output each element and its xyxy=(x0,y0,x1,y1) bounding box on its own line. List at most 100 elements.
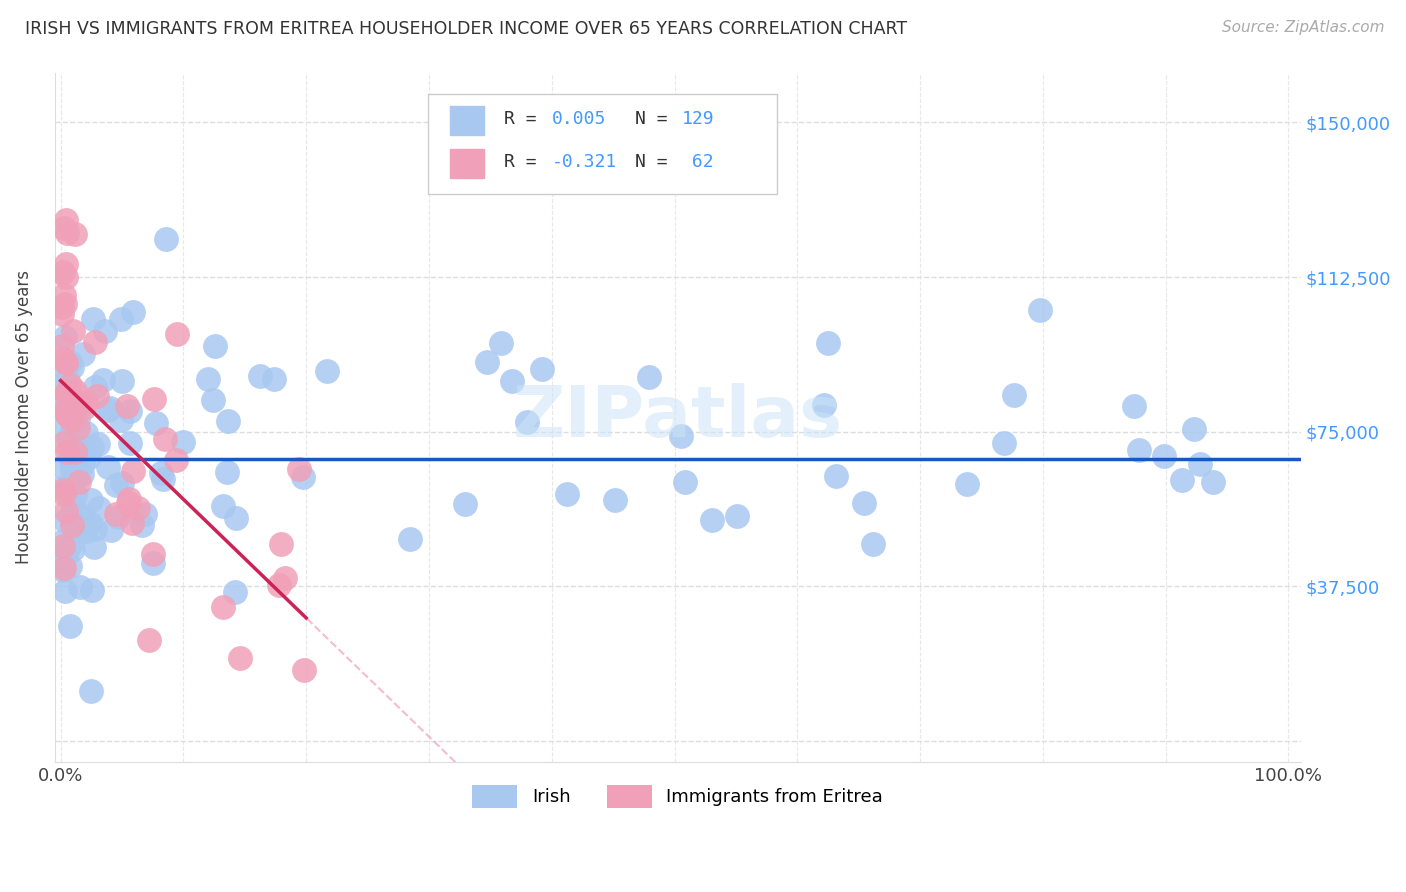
Point xyxy=(104,478,127,492)
Point xyxy=(531,362,554,376)
Point xyxy=(83,522,105,536)
Text: N =: N = xyxy=(636,153,679,170)
Point xyxy=(121,516,143,531)
Point xyxy=(52,539,75,553)
Point xyxy=(58,480,80,494)
Point xyxy=(58,408,80,422)
Point xyxy=(55,504,77,518)
Point xyxy=(292,663,315,677)
Point xyxy=(87,500,110,515)
Point xyxy=(274,571,297,585)
Point xyxy=(69,395,91,409)
Point xyxy=(249,368,271,383)
Point xyxy=(166,327,188,342)
Point xyxy=(51,307,73,321)
Point xyxy=(75,425,97,440)
Point xyxy=(63,516,86,531)
Point xyxy=(60,508,83,522)
Point xyxy=(72,457,94,471)
Point xyxy=(51,339,73,353)
Point xyxy=(52,221,75,235)
Point xyxy=(63,487,86,501)
Point xyxy=(97,403,120,417)
Point xyxy=(58,408,80,422)
Point xyxy=(824,469,846,483)
Point xyxy=(70,508,93,523)
Point xyxy=(63,445,86,459)
Point xyxy=(63,416,86,430)
Point xyxy=(63,444,86,458)
Point xyxy=(605,493,627,508)
Point xyxy=(165,452,187,467)
Point xyxy=(53,288,76,302)
Point xyxy=(51,534,73,549)
Point xyxy=(82,582,104,597)
Point xyxy=(58,540,80,554)
Point xyxy=(1153,449,1175,463)
Point xyxy=(55,356,77,370)
Point xyxy=(1128,443,1150,458)
Point xyxy=(59,618,82,632)
Point xyxy=(145,417,167,431)
Text: 0.005: 0.005 xyxy=(551,110,606,128)
Point xyxy=(80,440,103,454)
Point xyxy=(150,466,173,480)
Point xyxy=(700,513,723,527)
Point xyxy=(63,227,86,242)
Point xyxy=(475,355,498,369)
Point xyxy=(97,460,120,475)
Point xyxy=(66,421,89,435)
Point xyxy=(62,541,84,556)
Point xyxy=(110,312,132,326)
Point xyxy=(55,257,77,271)
Point xyxy=(56,371,79,385)
Point xyxy=(51,392,73,407)
Point xyxy=(86,389,108,403)
Point xyxy=(197,372,219,386)
Point xyxy=(56,409,79,423)
Point xyxy=(853,496,876,510)
Point xyxy=(107,510,129,524)
Point xyxy=(98,401,121,415)
Point xyxy=(59,428,82,442)
Point xyxy=(131,517,153,532)
Point xyxy=(315,364,337,378)
Point xyxy=(56,385,79,400)
Point xyxy=(134,507,156,521)
Point xyxy=(956,477,979,491)
Point xyxy=(669,429,692,443)
Point xyxy=(454,497,477,511)
Point xyxy=(56,433,79,447)
Bar xyxy=(450,149,485,178)
Point xyxy=(55,387,77,401)
Point xyxy=(51,459,73,474)
Point xyxy=(79,516,101,531)
Point xyxy=(813,398,835,412)
Point xyxy=(55,270,77,285)
Point xyxy=(60,517,83,532)
Point xyxy=(127,500,149,515)
Point xyxy=(1029,302,1052,317)
Text: ZIPatlas: ZIPatlas xyxy=(513,383,842,452)
Point xyxy=(288,462,311,476)
Point xyxy=(725,508,748,523)
Point xyxy=(62,324,84,338)
Point xyxy=(105,507,128,521)
Y-axis label: Householder Income Over 65 years: Householder Income Over 65 years xyxy=(15,270,32,565)
Text: 129: 129 xyxy=(682,110,714,128)
Point xyxy=(224,585,246,599)
Point xyxy=(69,524,91,538)
Point xyxy=(1002,388,1025,402)
Point xyxy=(53,402,76,417)
Point xyxy=(83,335,105,350)
Point xyxy=(138,633,160,648)
Point xyxy=(111,476,134,491)
Point xyxy=(65,468,87,483)
Point xyxy=(211,499,233,513)
Point xyxy=(202,392,225,407)
Point xyxy=(263,372,285,386)
Text: IRISH VS IMMIGRANTS FROM ERITREA HOUSEHOLDER INCOME OVER 65 YEARS CORRELATION CH: IRISH VS IMMIGRANTS FROM ERITREA HOUSEHO… xyxy=(25,20,907,37)
Point xyxy=(53,297,76,311)
Point xyxy=(172,434,194,449)
Point xyxy=(59,559,82,574)
